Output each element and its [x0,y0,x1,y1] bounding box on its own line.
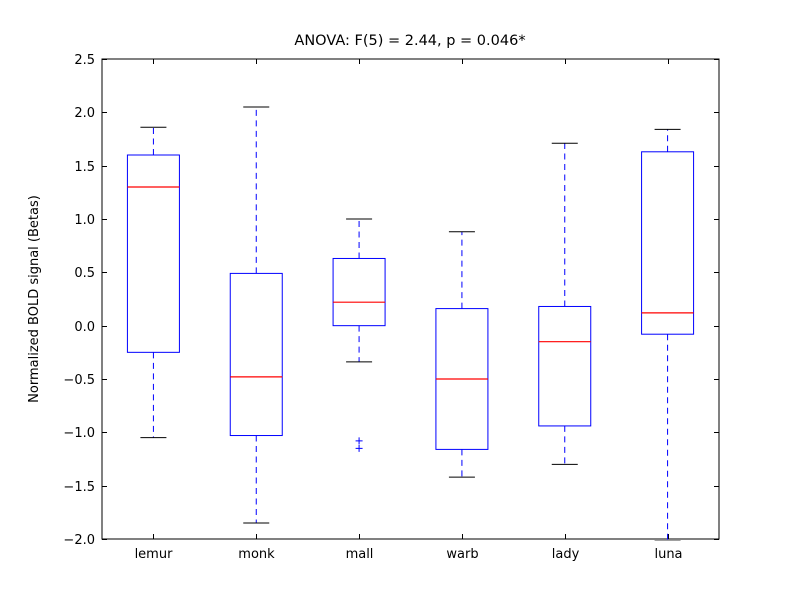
y-tick-label: −2.0 [63,533,95,548]
box-series [126,106,695,541]
y-tick-label: 2.0 [74,106,95,121]
y-tick-label: 0.0 [74,320,95,335]
box-lemur [126,154,180,353]
flier-mall-1 [355,444,363,452]
x-tick-label-luna: luna [654,547,682,562]
x-tick-label-warb: warb [446,547,478,562]
x-tick-label-monk: monk [238,547,275,562]
box-monk [229,272,283,437]
box-mall [332,257,386,327]
box-luna [641,151,695,335]
y-tick-label: −1.0 [63,426,95,441]
y-tick-label: −0.5 [63,373,95,388]
x-tick-label-lemur: lemur [135,547,174,562]
x-tick-label-lady: lady [552,547,580,562]
y-axis-label: Normalized BOLD signal (Betas) [27,195,42,403]
chart-title: ANOVA: F(5) = 2.44, p = 0.046* [294,33,525,49]
y-tick-label: 1.0 [74,213,95,228]
y-tick-label: −1.5 [63,480,95,495]
y-tick-label: 0.5 [74,266,95,281]
flier-mall-0 [355,437,363,445]
chart-layer: −2.0 −1.5 −1.0 −0.5 0.0 0.5 1.0 1.5 2.0 2.5 lemur m… [63,53,720,562]
x-tick-label-mall: mall [346,547,374,562]
axes-frame [101,58,720,540]
y-tick-label: 2.5 [74,53,95,68]
y-tick-label: 1.5 [74,160,95,175]
box-lady [538,305,592,427]
